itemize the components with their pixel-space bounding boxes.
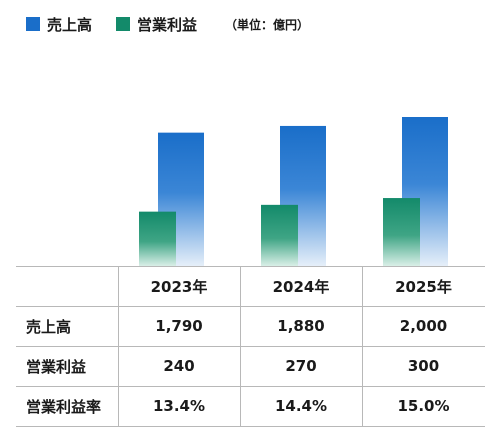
table-row-profit: 営業利益 240 270 300 [16, 346, 485, 386]
table-cell: 300 [407, 357, 440, 375]
legend-swatch-profit [116, 17, 131, 31]
legend-swatch-sales [26, 17, 40, 31]
bar-chart [139, 117, 448, 266]
legend-item-sales: 売上高 [26, 14, 92, 35]
table-header-cell: 2024年 [272, 277, 330, 296]
table-header-cell: 2023年 [150, 277, 208, 296]
table-grid-line [118, 266, 119, 426]
table-cell: 1,790 [155, 317, 203, 335]
table-header-cell: 2025年 [395, 277, 452, 296]
table-grid-line [16, 346, 485, 347]
table-grid-line [362, 266, 363, 426]
chart-legend: 売上高 営業利益 （単位：億円） [26, 13, 309, 35]
legend-item-profit: 営業利益 [116, 14, 197, 35]
table-cell: 240 [163, 357, 195, 375]
row-label-sales: 売上高 [26, 317, 72, 336]
table-grid-line [16, 386, 485, 387]
table-cell: 1,880 [277, 317, 325, 335]
bar-profit [139, 211, 176, 266]
table-cell: 13.4% [152, 397, 206, 415]
data-table: 2023年 2024年 2025年 売上高 1,790 1,880 2,000 … [16, 266, 485, 427]
table-grid-line [16, 266, 485, 267]
table-grid-line [16, 306, 485, 307]
table-header-corner [16, 266, 118, 306]
bar-profit [261, 204, 298, 266]
bar-profit [383, 198, 420, 266]
table-grid-line [240, 266, 241, 426]
table-cell: 2,000 [399, 317, 448, 335]
legend-label-sales: 売上高 [47, 15, 93, 34]
table-cell: 15.0% [397, 397, 450, 415]
table-row-sales: 売上高 1,790 1,880 2,000 [16, 306, 485, 346]
row-label-margin: 営業利益率 [26, 397, 102, 416]
row-label-profit: 営業利益 [26, 357, 87, 376]
table-cell: 14.4% [274, 397, 328, 415]
table-header-row: 2023年 2024年 2025年 [16, 266, 485, 306]
unit-label: （単位：億円） [225, 17, 310, 32]
table-cell: 270 [285, 357, 317, 375]
legend-label-profit: 営業利益 [137, 15, 198, 34]
table-row-margin: 営業利益率 13.4% 14.4% 15.0% [16, 386, 485, 426]
